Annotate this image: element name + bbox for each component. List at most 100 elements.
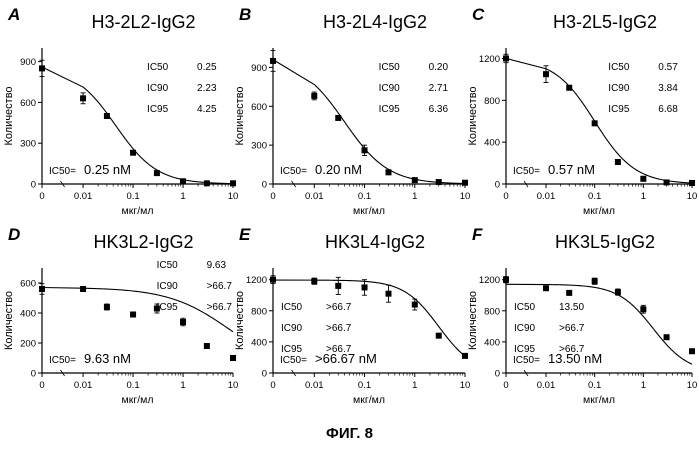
stat-value: 13.50 [559, 302, 584, 313]
data-point [362, 284, 368, 290]
stat-value: 3.84 [658, 83, 678, 94]
x-axis-label: мкг/мл [353, 205, 385, 217]
y-tick-label: 800 [484, 96, 500, 107]
stat-value: >66.7 [559, 323, 585, 334]
stat-value: 4.25 [197, 104, 217, 115]
y-tick-label: 0 [31, 369, 36, 380]
ic50-value: 0.20 nM [315, 162, 362, 177]
stat-name: IC95 [514, 344, 536, 355]
stat-name: IC95 [379, 104, 401, 115]
panel-e: EHK3L4-IgG20400800120000.010.1110мкг/млК… [234, 225, 470, 406]
y-tick-label: 600 [251, 102, 267, 113]
y-tick-label: 300 [251, 141, 267, 152]
stat-name: IC50 [608, 62, 630, 73]
y-tick-label: 200 [20, 339, 36, 350]
data-point [640, 176, 646, 182]
ic50-prefix: IC50= [280, 166, 307, 177]
stat-name: IC90 [514, 323, 536, 334]
y-tick-label: 600 [20, 98, 36, 109]
data-point [335, 115, 341, 121]
x-axis-label: мкг/мл [353, 394, 385, 406]
ic50-prefix: IC50= [49, 355, 76, 366]
panel-letter: F [472, 225, 483, 244]
data-point [615, 289, 621, 295]
stat-name: IC90 [608, 83, 630, 94]
stat-name: IC90 [147, 83, 169, 94]
ic50-value: 0.25 nM [84, 162, 131, 177]
x-tick-label: 0 [39, 191, 44, 202]
data-point [592, 278, 598, 284]
x-tick-label: 0 [39, 380, 44, 391]
x-tick-label: 10 [687, 380, 698, 391]
fit-curve [273, 60, 465, 184]
panel-title: H3-2L2-IgG2 [91, 12, 195, 32]
y-tick-label: 0 [495, 180, 500, 191]
panel-title: HK3L2-IgG2 [93, 232, 193, 252]
ic50-prefix: IC50= [513, 355, 540, 366]
data-point [543, 71, 549, 77]
ic50-prefix: IC50= [49, 166, 76, 177]
data-point [462, 180, 468, 186]
data-point [436, 333, 442, 339]
data-point [130, 312, 136, 318]
x-axis-label: мкг/мл [583, 205, 615, 217]
stat-value: >66.7 [207, 281, 233, 292]
y-tick-label: 0 [31, 180, 36, 191]
data-point [689, 348, 695, 354]
panel-letter: B [239, 5, 251, 24]
data-point [503, 277, 509, 283]
data-point [664, 179, 670, 185]
x-tick-label: 0 [270, 191, 275, 202]
ic50-value: 13.50 nM [548, 351, 602, 366]
x-tick-label: 10 [460, 380, 471, 391]
y-tick-label: 400 [20, 309, 36, 320]
y-axis-label: Количество [3, 86, 15, 145]
data-point [270, 277, 276, 283]
data-point [230, 355, 236, 361]
y-axis-label: Количество [234, 291, 246, 350]
data-point [230, 180, 236, 186]
x-tick-label: 0 [503, 191, 508, 202]
x-tick-label: 1 [180, 191, 185, 202]
stat-name: IC90 [157, 281, 179, 292]
data-point [640, 306, 646, 312]
x-tick-label: 1 [180, 380, 185, 391]
y-tick-label: 400 [484, 337, 500, 348]
y-axis-label: Количество [234, 86, 246, 145]
stat-value: 2.71 [429, 83, 449, 94]
y-tick-label: 0 [495, 369, 500, 380]
x-axis-label: мкг/мл [583, 394, 615, 406]
y-tick-label: 400 [484, 138, 500, 149]
stat-name: IC50 [379, 62, 401, 73]
x-tick-label: 0.1 [588, 380, 601, 391]
x-tick-label: 10 [687, 191, 698, 202]
data-point [180, 319, 186, 325]
stat-name: IC95 [281, 344, 303, 355]
stat-name: IC50 [514, 302, 536, 313]
data-point [412, 302, 418, 308]
data-point [386, 291, 392, 297]
y-axis-label: Количество [467, 291, 479, 350]
y-tick-label: 1200 [479, 275, 500, 286]
data-point [204, 180, 210, 186]
ic50-prefix: IC50= [280, 355, 307, 366]
x-tick-label: 0 [270, 380, 275, 391]
stat-value: 9.63 [207, 260, 227, 271]
y-tick-label: 600 [20, 279, 36, 290]
x-tick-label: 10 [460, 191, 471, 202]
stat-name: IC50 [147, 62, 169, 73]
stat-value: 6.68 [658, 104, 678, 115]
data-point [566, 85, 572, 91]
stat-value: 2.23 [197, 83, 217, 94]
y-tick-label: 800 [484, 306, 500, 317]
stat-name: IC50 [281, 302, 303, 313]
y-tick-label: 400 [251, 337, 267, 348]
x-tick-label: 0 [503, 380, 508, 391]
x-tick-label: 10 [228, 191, 239, 202]
panel-letter: D [8, 225, 20, 244]
x-tick-label: 0.01 [305, 380, 324, 391]
x-tick-label: 0.01 [305, 191, 324, 202]
x-tick-label: 0.01 [74, 380, 93, 391]
ic50-value: 0.57 nM [548, 162, 595, 177]
